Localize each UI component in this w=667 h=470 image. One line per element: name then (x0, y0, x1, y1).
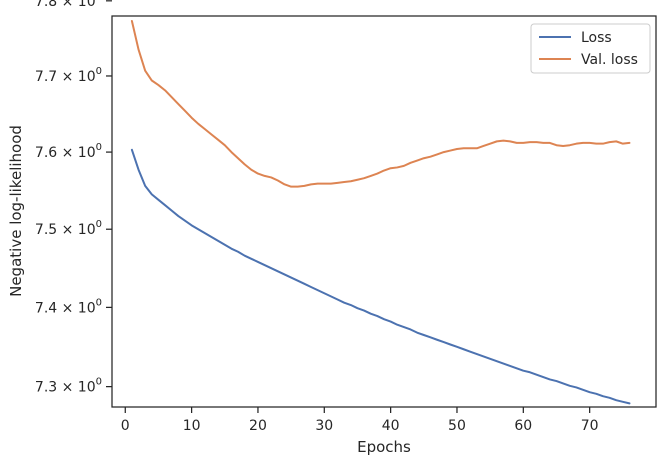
y-tick-label: 7.8 × 100 (35, 0, 102, 10)
y-tick-label: 7.5 × 100 (35, 219, 102, 238)
x-tick-label: 10 (183, 418, 201, 434)
x-tick-label: 20 (249, 418, 267, 434)
y-tick-label: 7.7 × 100 (35, 66, 102, 85)
x-tick-label: 50 (448, 418, 466, 434)
x-tick-label: 0 (121, 418, 130, 434)
y-ticks: 7.3 × 100 7.4 × 100 7.5 × 100 7.6 × 100 7.7 … (35, 0, 112, 396)
x-tick-label: 60 (514, 418, 532, 434)
x-axis-label: Epochs (357, 438, 411, 456)
x-tick-label: 70 (581, 418, 599, 434)
series-layer (130, 20, 631, 405)
y-tick-label: 7.4 × 100 (35, 297, 102, 316)
series-line-loss (130, 148, 631, 405)
plot-frame (111, 15, 657, 408)
x-tick-label: 40 (382, 418, 400, 434)
series-line-val-loss (130, 20, 631, 188)
y-tick-label: 7.6 × 100 (35, 142, 102, 161)
legend-label-loss: Loss (581, 30, 612, 46)
legend: Loss Val. loss (530, 23, 651, 74)
y-tick-label: 7.3 × 100 (35, 377, 102, 396)
x-tick-label: 30 (315, 418, 333, 434)
x-ticks: 0 10 20 30 40 50 60 70 (121, 407, 599, 434)
y-axis-label: Negative log-likelihood (7, 125, 25, 297)
legend-label-val-loss: Val. loss (581, 52, 638, 68)
